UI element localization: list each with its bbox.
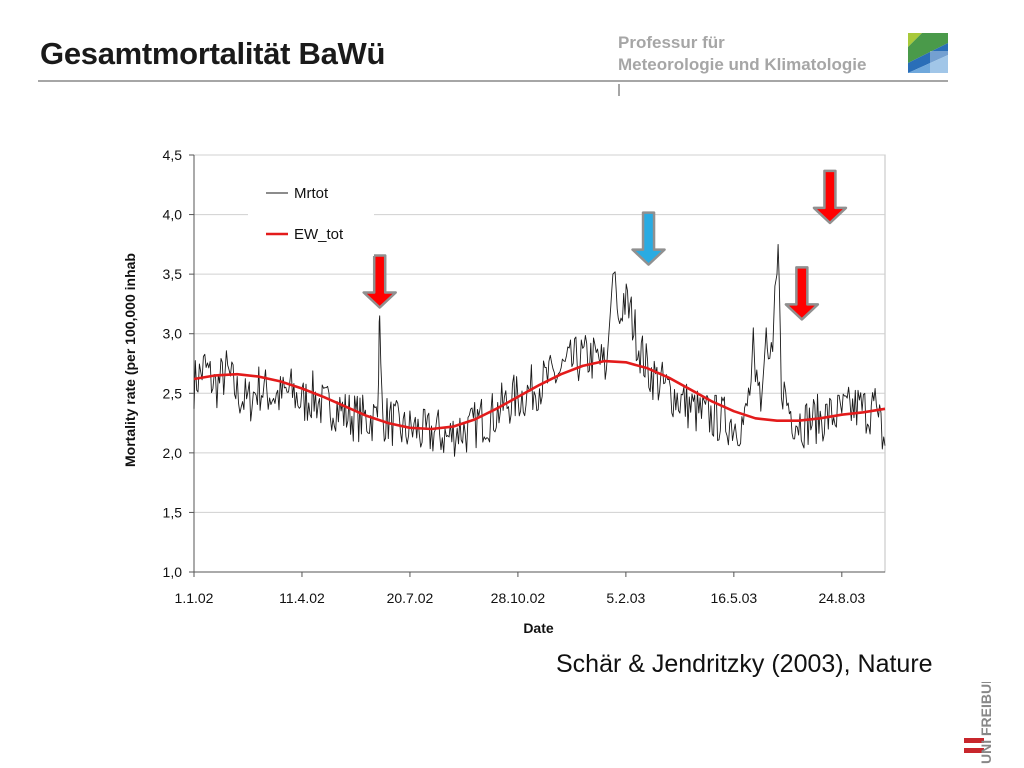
institute-line-2: Meteorologie und Klimatologie [618, 55, 867, 74]
x-tick-label: 24.8.03 [818, 590, 865, 606]
blue-arrow-icon [631, 211, 666, 266]
x-axis-title: Date [523, 620, 554, 636]
slide-title: Gesamtmortalität BaWü [40, 36, 386, 71]
y-tick-label: 1,0 [163, 564, 183, 580]
y-tick-label: 4,5 [163, 147, 183, 163]
y-tick-label: 2,0 [163, 445, 183, 461]
legend-box [248, 176, 374, 256]
university-logo-text: UNI FREIBURG [978, 682, 994, 764]
legend-label: Mrtot [294, 185, 329, 202]
red-arrow-icon [362, 254, 397, 309]
institute-logo-icon [908, 33, 948, 73]
y-tick-label: 3,5 [163, 266, 183, 282]
x-tick-label: 16.5.03 [710, 590, 757, 606]
y-tick-label: 2,5 [163, 385, 183, 401]
header-rule [38, 80, 948, 82]
x-tick-label: 20.7.02 [387, 590, 434, 606]
y-axis-title: Mortality rate (per 100,000 inhab [122, 253, 138, 467]
institute-name: Professur für Meteorologie und Klimatolo… [618, 32, 866, 76]
x-tick-label: 1.1.02 [175, 590, 214, 606]
y-tick-label: 3,0 [163, 326, 183, 342]
x-tick-label: 28.10.02 [491, 590, 546, 606]
red-arrow-icon [784, 266, 820, 321]
legend-label: EW_tot [294, 226, 344, 243]
y-tick-label: 1,5 [163, 504, 183, 520]
header-divider-tick [618, 84, 620, 96]
red-arrow-icon [812, 169, 848, 225]
y-tick-label: 4,0 [163, 207, 183, 223]
series-line-mrtot [193, 243, 886, 457]
x-tick-label: 11.4.02 [279, 590, 325, 606]
citation: Schär & Jendritzky (2003), Nature [556, 650, 933, 678]
x-tick-label: 5.2.03 [606, 590, 645, 606]
university-logo-icon: UNI FREIBURG [964, 682, 994, 764]
institute-line-1: Professur für [618, 33, 725, 52]
series-line-ew-tot [193, 359, 886, 431]
